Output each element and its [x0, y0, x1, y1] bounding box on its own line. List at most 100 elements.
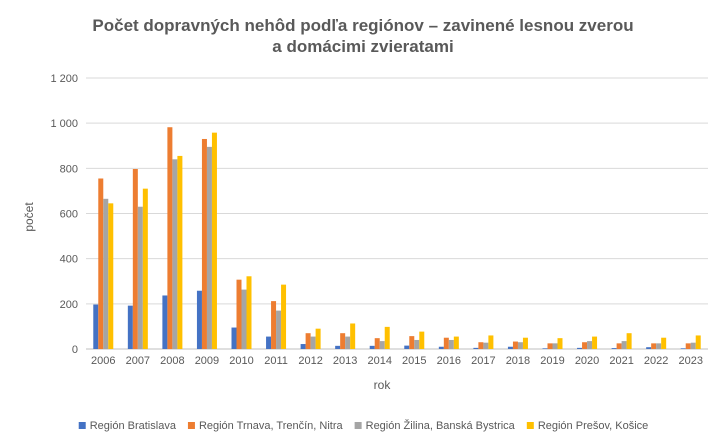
bar-2012-series-4: [315, 328, 321, 349]
bar-2021-series-4: [626, 333, 632, 349]
x-tick-label: 2007: [126, 355, 150, 367]
bar-2016-series-3: [448, 339, 454, 349]
bar-2006-series-4: [108, 203, 114, 349]
bar-2019-series-2: [547, 343, 553, 349]
x-tick-label: 2006: [91, 355, 115, 367]
x-tick-label: 2008: [160, 355, 184, 367]
bar-2009-series-2: [201, 138, 207, 349]
x-tick-label: 2023: [678, 355, 702, 367]
bar-2009-series-1: [196, 290, 202, 349]
bar-2022-series-3: [656, 343, 662, 349]
bar-2010-series-4: [246, 276, 252, 349]
bar-2021-series-2: [616, 343, 622, 349]
bar-2023-series-3: [690, 342, 696, 349]
legend-swatch: [354, 422, 362, 429]
x-tick-label: 2013: [333, 355, 357, 367]
bar-2020-series-3: [587, 341, 593, 349]
bar-2018-series-4: [522, 337, 528, 349]
bar-2023-series-4: [695, 335, 701, 349]
x-tick-label: 2012: [298, 355, 322, 367]
y-axis-title: počet: [22, 202, 36, 232]
bar-2013-series-4: [350, 323, 356, 349]
y-tick-label: 0: [72, 344, 78, 356]
x-tick-label: 2018: [506, 355, 530, 367]
bar-2015-series-4: [419, 331, 425, 349]
x-axis-title: rok: [374, 378, 392, 392]
legend-label: Región Trnava, Trenčín, Nitra: [199, 420, 344, 432]
bar-2013-series-1: [335, 345, 341, 349]
bar-2008-series-4: [177, 155, 183, 349]
bar-2023-series-2: [685, 343, 691, 349]
bar-2018-series-1: [507, 346, 513, 349]
bar-2009-series-3: [206, 146, 212, 349]
bar-2011-series-3: [276, 310, 282, 349]
bar-2016-series-4: [453, 336, 459, 349]
legend-label: Región Bratislava: [90, 420, 177, 432]
legend-item-4: Región Prešov, Košice: [526, 420, 648, 432]
bar-2011-series-1: [266, 336, 272, 349]
legend: Región Bratislava Región Trnava, Trenčín,…: [78, 419, 648, 432]
x-axis-tick-labels: 2006 2007 2008 2009 2010 2011 2012 2013 2014 2015…: [91, 355, 703, 367]
bar-2007-series-4: [142, 188, 148, 349]
bar-2015-series-2: [409, 336, 415, 349]
bar-2013-series-3: [345, 336, 351, 349]
x-tick-label: 2017: [471, 355, 495, 367]
bar-2014-series-4: [384, 326, 390, 349]
bar-2017-series-1: [473, 347, 479, 349]
bar-2011-series-2: [271, 301, 277, 349]
y-tick-label: 600: [60, 209, 78, 221]
bar-2007-series-2: [132, 169, 138, 349]
bars: [93, 127, 701, 350]
bar-2020-series-1: [577, 347, 583, 349]
bar-2008-series-3: [172, 159, 178, 349]
bar-2009-series-4: [211, 132, 217, 349]
bar-2018-series-3: [517, 342, 523, 349]
legend-label: Región Prešov, Košice: [538, 420, 648, 432]
bar-2010-series-3: [241, 289, 247, 349]
bar-2010-series-1: [231, 327, 237, 349]
bar-2007-series-3: [137, 206, 143, 349]
bar-2023-series-1: [680, 348, 686, 349]
x-tick-label: 2011: [264, 355, 288, 367]
bar-2006-series-1: [93, 304, 99, 349]
bar-2022-series-4: [661, 337, 667, 349]
bar-2008-series-1: [162, 295, 168, 349]
bar-2006-series-2: [98, 178, 104, 349]
y-tick-label: 200: [60, 299, 78, 311]
legend-swatch: [78, 422, 86, 429]
bar-2012-series-1: [300, 344, 306, 349]
bar-2017-series-2: [478, 342, 484, 349]
bar-2019-series-4: [557, 338, 563, 349]
x-tick-label: 2019: [540, 355, 564, 367]
bar-2021-series-1: [611, 348, 617, 349]
bar-2014-series-1: [369, 345, 375, 349]
y-tick-label: 800: [60, 163, 78, 175]
x-tick-label: 2022: [644, 355, 668, 367]
bar-2016-series-1: [438, 346, 444, 349]
legend-label: Región Žilina, Banská Bystrica: [366, 419, 516, 432]
y-tick-label: 1 000: [50, 118, 78, 130]
bar-2012-series-3: [310, 336, 316, 349]
bar-2022-series-2: [651, 343, 657, 349]
bar-2020-series-4: [592, 336, 598, 349]
bar-2015-series-1: [404, 345, 410, 349]
bar-2014-series-2: [374, 338, 380, 349]
bar-2006-series-3: [103, 198, 109, 349]
legend-swatch: [526, 422, 534, 429]
legend-item-1: Región Bratislava: [78, 420, 177, 432]
bar-2015-series-3: [414, 339, 420, 349]
bar-2019-series-1: [542, 348, 548, 349]
legend-swatch: [187, 422, 195, 429]
bar-2018-series-2: [512, 341, 518, 349]
bar-2019-series-3: [552, 343, 558, 349]
x-tick-label: 2015: [402, 355, 426, 367]
bar-2008-series-2: [167, 127, 173, 350]
bar-2014-series-3: [379, 341, 385, 349]
gridlines: [86, 77, 708, 350]
x-tick-label: 2020: [575, 355, 599, 367]
x-tick-label: 2021: [609, 355, 633, 367]
chart-title-line-1: Počet dopravných nehôd podľa regiónov – …: [92, 16, 633, 35]
legend-item-2: Región Trnava, Trenčín, Nitra: [187, 420, 344, 432]
